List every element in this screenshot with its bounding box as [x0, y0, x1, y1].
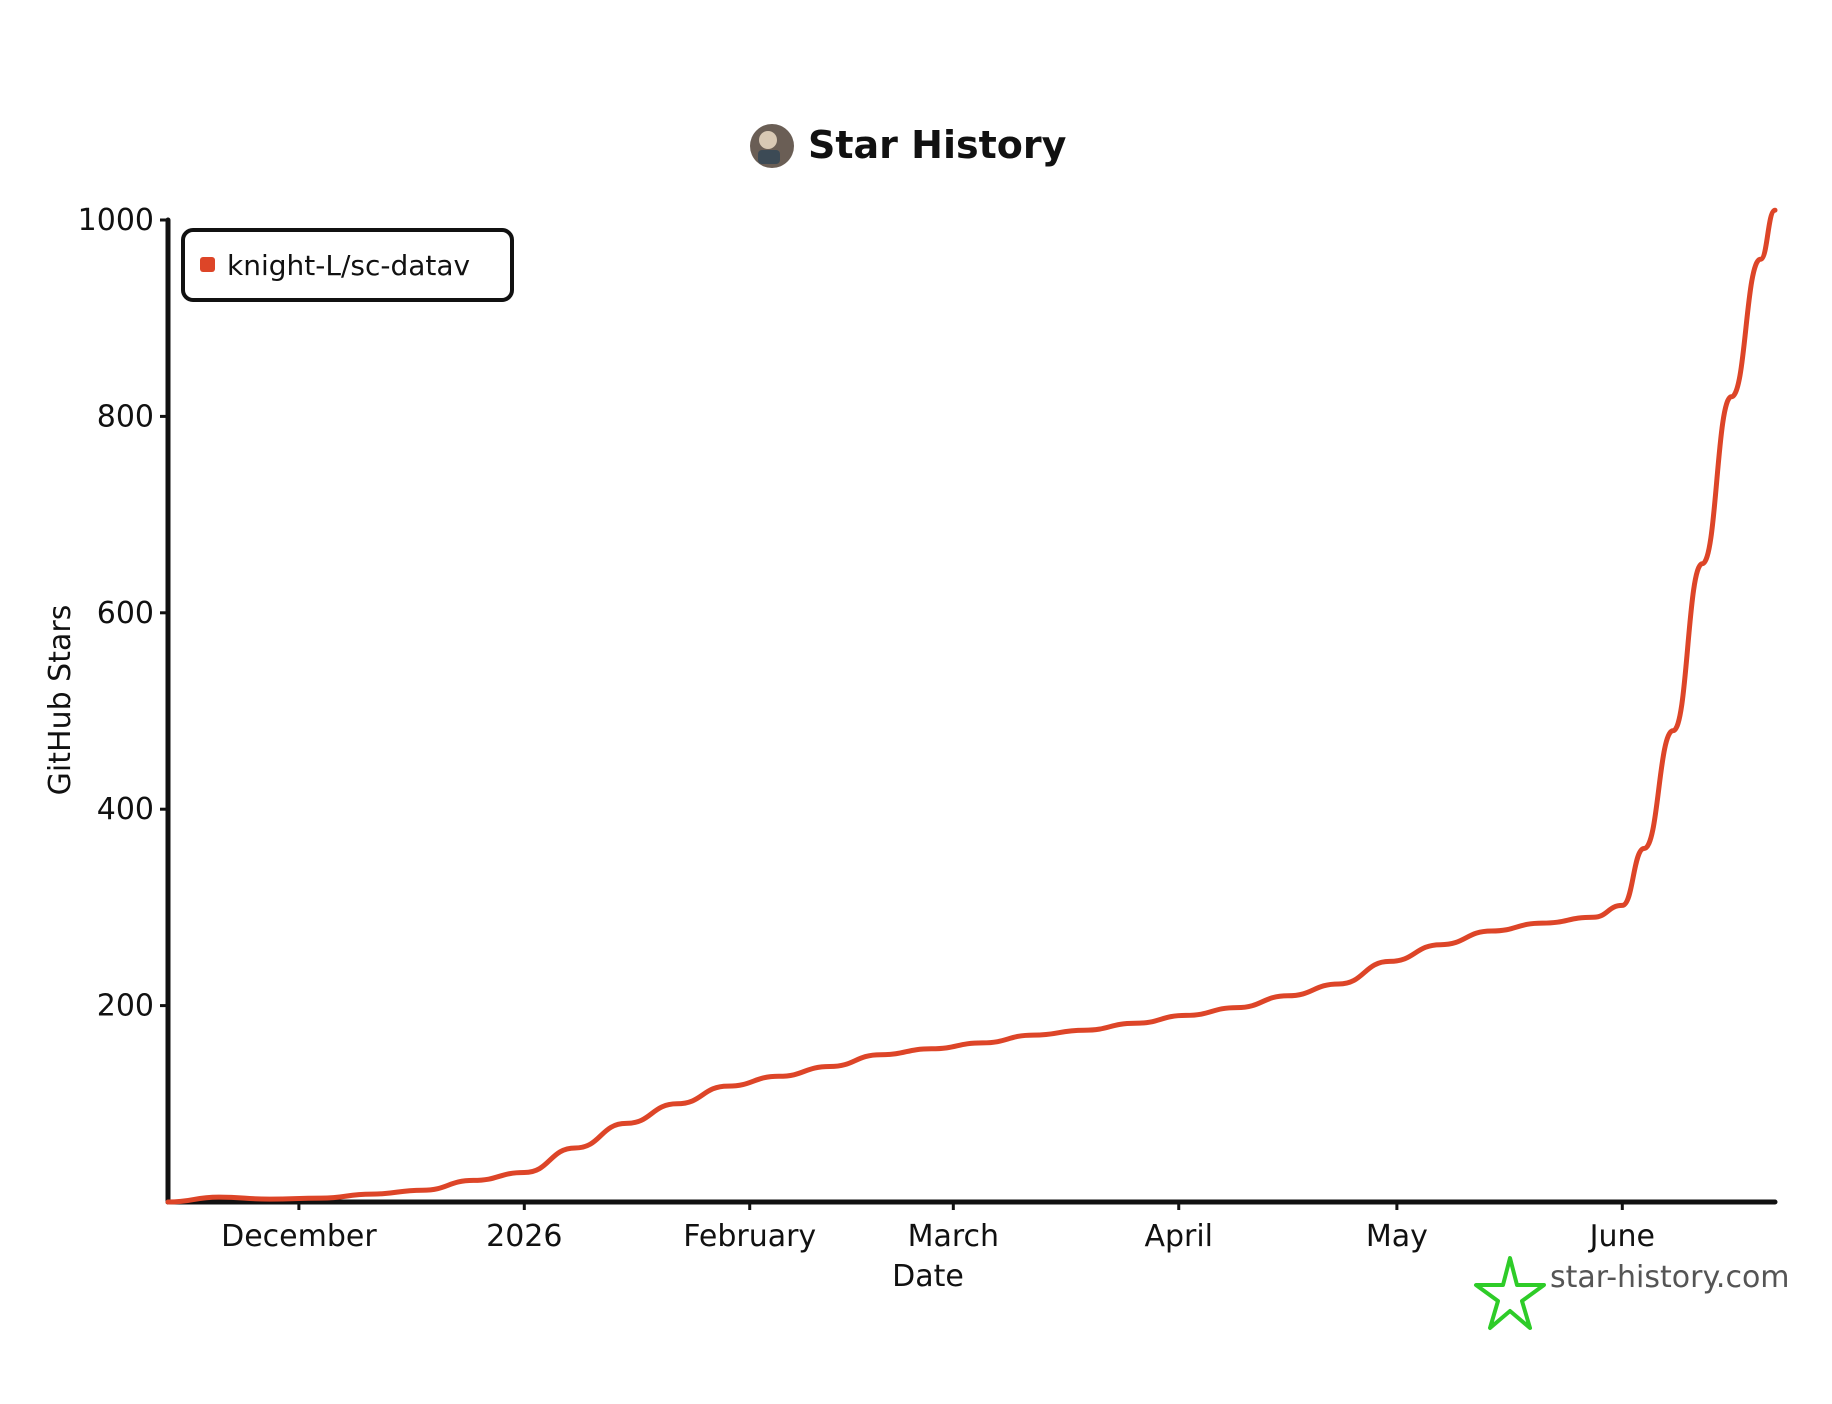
x-tick-label: March: [908, 1219, 999, 1254]
legend-swatch: [200, 257, 215, 272]
legend: knight-L/sc-datav: [181, 228, 514, 302]
y-axis-label: GitHub Stars: [43, 605, 78, 796]
y-tick-label: 1000: [78, 203, 154, 238]
legend-label: knight-L/sc-datav: [227, 249, 470, 282]
x-tick-label: February: [683, 1219, 816, 1254]
avatar-icon: [750, 124, 794, 168]
x-axis-ticks: December 2026 February March April May June: [221, 1202, 1655, 1254]
y-tick-label: 400: [97, 792, 154, 827]
star-history-branding[interactable]: star-history.com: [1474, 1256, 1790, 1330]
y-tick-label: 800: [97, 399, 154, 434]
chart-header: Star History: [750, 123, 1067, 168]
site-link[interactable]: star-history.com: [1550, 1260, 1790, 1295]
star-icon: [1474, 1256, 1546, 1330]
y-tick-label: 600: [97, 596, 154, 631]
y-axis-ticks: 200 400 600 800 1000: [78, 203, 168, 1024]
x-tick-label: June: [1588, 1219, 1655, 1254]
x-tick-label: December: [221, 1219, 377, 1254]
legend-box: [181, 228, 514, 302]
y-tick-label: 200: [97, 989, 154, 1024]
chart-title: Star History: [808, 123, 1067, 167]
series-line-knight-L-sc-datav: [165, 207, 1778, 1205]
x-axis-label: Date: [892, 1259, 964, 1294]
x-tick-label: May: [1366, 1219, 1428, 1254]
x-tick-label: 2026: [486, 1219, 562, 1254]
x-tick-label: April: [1144, 1219, 1213, 1254]
